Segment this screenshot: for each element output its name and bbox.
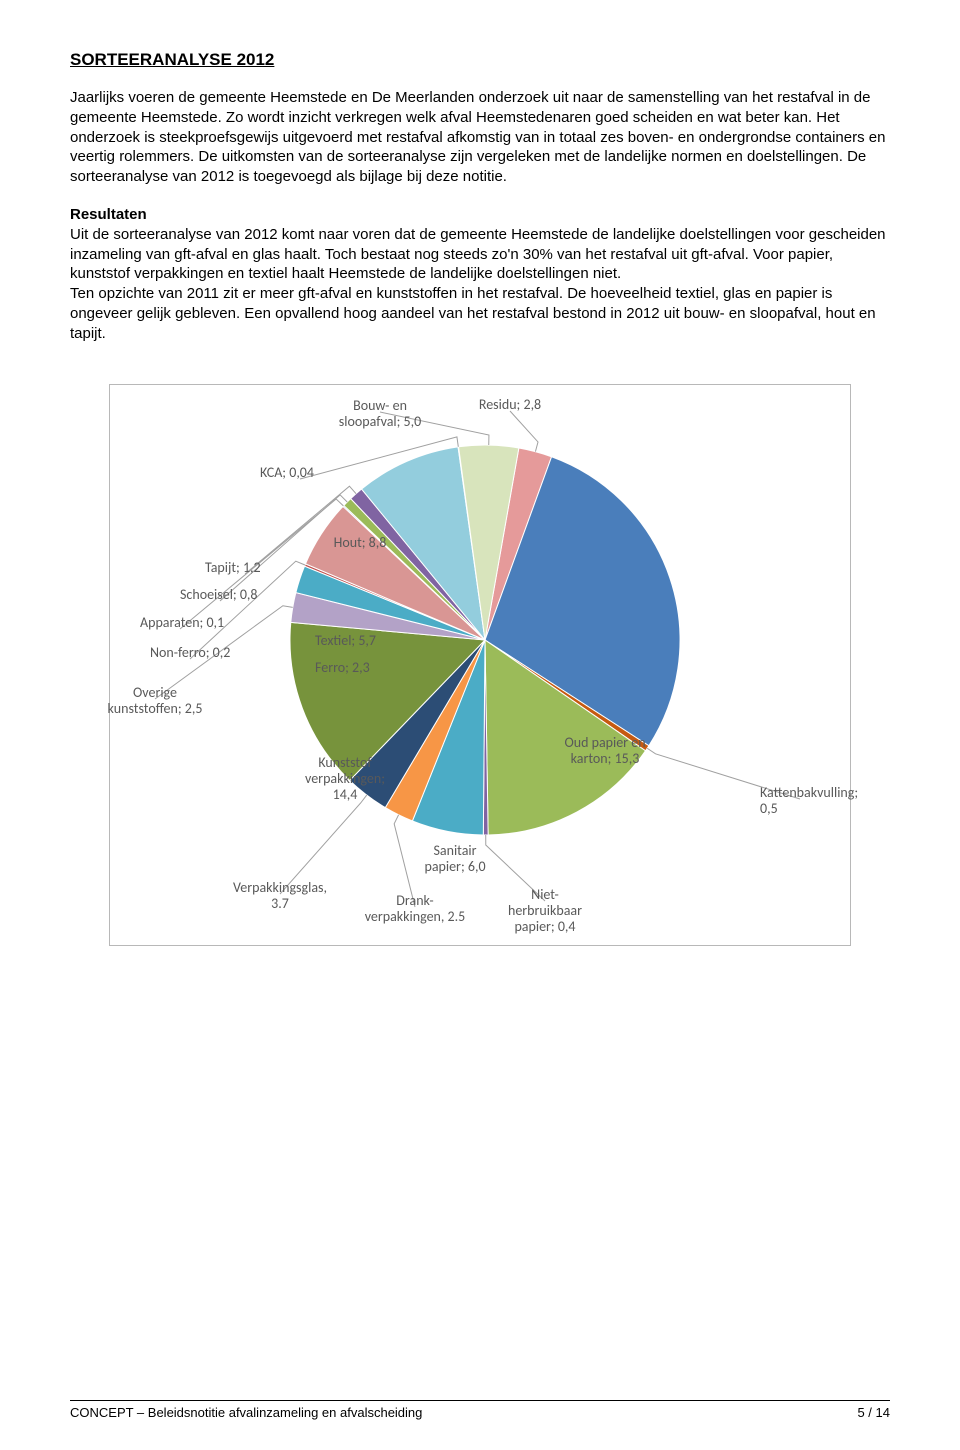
chart-label: Residu; 2,8 xyxy=(479,397,541,413)
page-title: SORTEERANALYSE 2012 xyxy=(70,50,890,70)
chart-label: Kattenbakvulling; 0,5 xyxy=(760,785,858,817)
pie-chart xyxy=(290,445,680,835)
chart-label: Drank- verpakkingen, 2.5 xyxy=(365,893,466,925)
results-body: Uit de sorteeranalyse van 2012 komt naar… xyxy=(70,226,886,342)
chart-label: Non-ferro; 0,2 xyxy=(150,645,230,661)
footer-left-text: CONCEPT – Beleidsnotitie afvalinzameling… xyxy=(70,1405,422,1420)
leader-line xyxy=(155,605,293,698)
chart-label: GFT-afval; 28,9 xyxy=(732,605,819,621)
chart-label: Apparaten; 0,1 xyxy=(140,615,224,631)
chart-label: Niet- herbruikbaar papier; 0,4 xyxy=(508,887,582,935)
chart-label: Tapijt; 1,2 xyxy=(205,560,261,576)
page-footer: CONCEPT – Beleidsnotitie afvalinzameling… xyxy=(70,1400,890,1420)
chart-label: Overige kunststoffen; 2,5 xyxy=(108,685,203,717)
results-heading: Resultaten xyxy=(70,206,147,223)
pie-chart-container: Residu; 2,8GFT-afval; 28,9Kattenbakvulli… xyxy=(109,384,851,946)
document-page: SORTEERANALYSE 2012 Jaarlijks voeren de … xyxy=(0,0,960,1450)
chart-label: Schoeisel; 0,8 xyxy=(180,587,258,603)
leader-line xyxy=(380,412,489,445)
leader-line xyxy=(190,561,305,659)
results-paragraph: Resultaten Uit de sorteeranalyse van 201… xyxy=(70,205,890,344)
chart-label: Verpakkingsglas, 3.7 xyxy=(233,880,327,912)
intro-paragraph: Jaarlijks voeren de gemeente Heemstede e… xyxy=(70,88,890,187)
chart-label: Sanitair papier; 6,0 xyxy=(424,843,485,875)
footer-page-number: 5 / 14 xyxy=(857,1405,890,1420)
chart-label: Bouw- en sloopafval; 5,0 xyxy=(339,398,421,430)
leader-line xyxy=(486,835,545,901)
